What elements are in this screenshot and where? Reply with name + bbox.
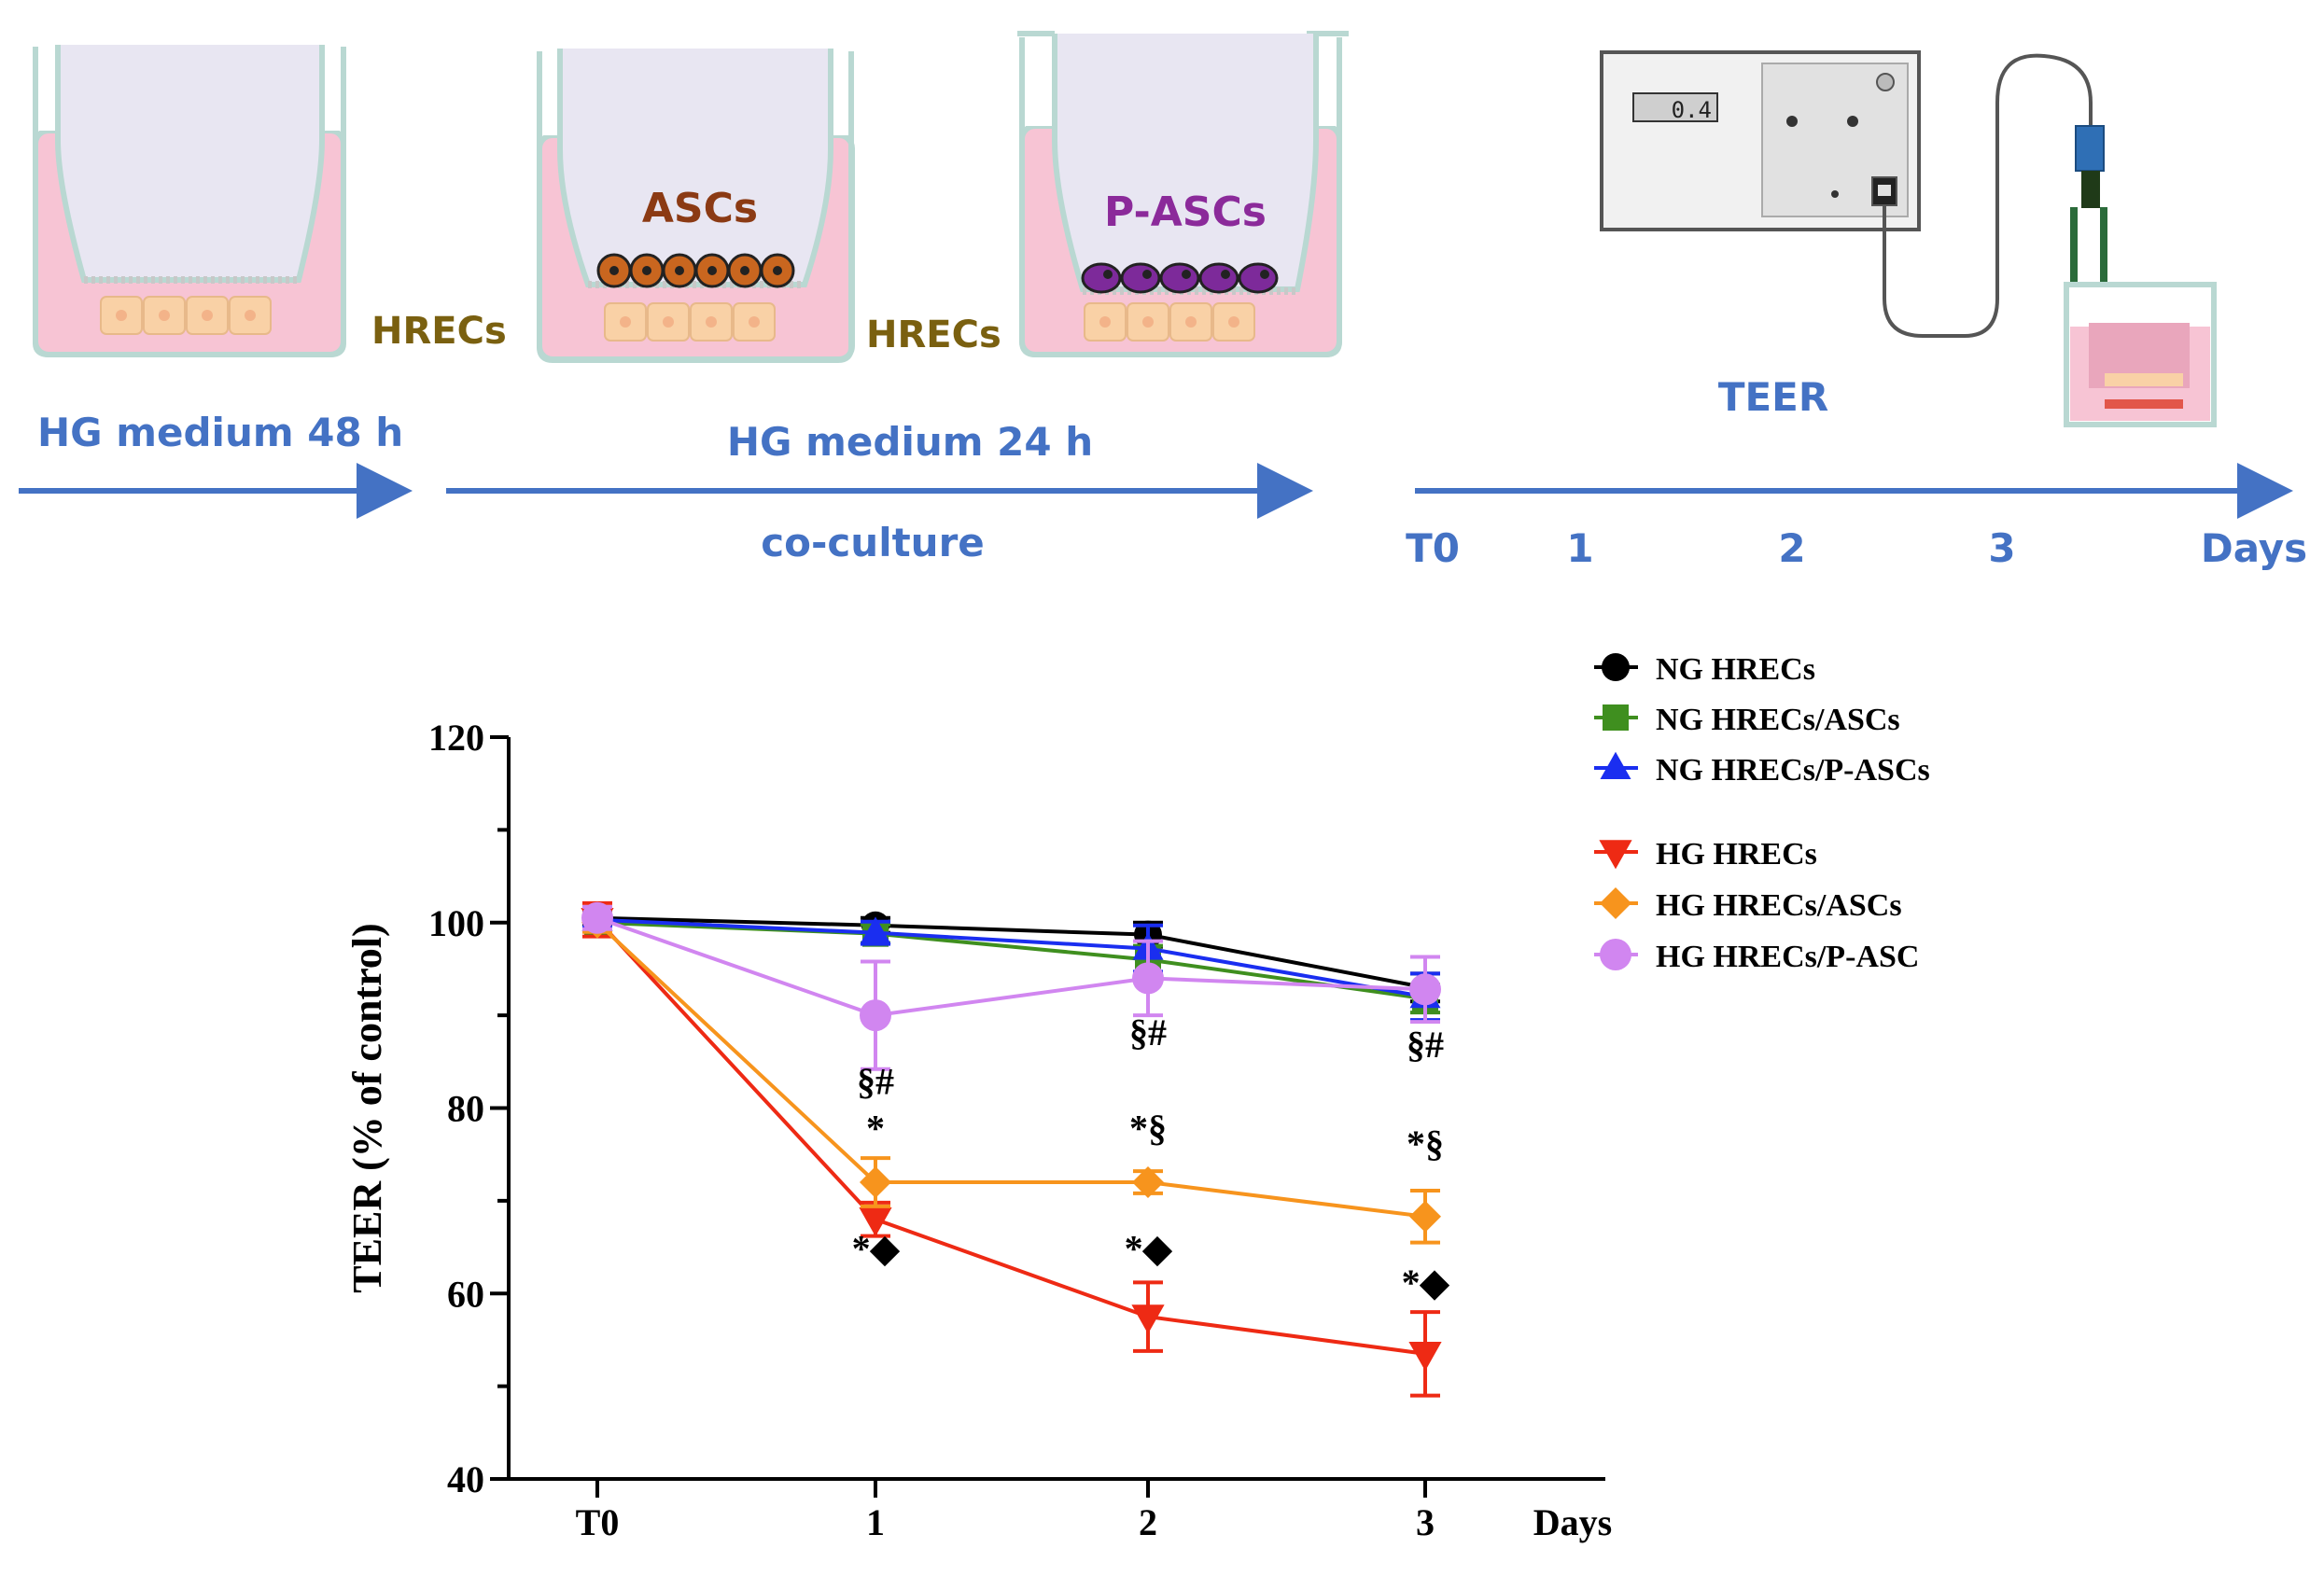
significance-annotation: *§ (1129, 1107, 1167, 1149)
timeline-tick-3: 3 (1988, 525, 2015, 571)
teer-label: TEER (1718, 374, 1828, 420)
significance-annotation: *◆ (852, 1227, 901, 1269)
legend-label: HG HRECs (1656, 837, 1817, 872)
y-tick-label: 80 (447, 1088, 484, 1130)
x-axis-label: Days (1533, 1501, 1612, 1543)
legend-entry-0: NG HRECs (1594, 652, 1815, 687)
legend-entry-3: HG HRECs (1594, 837, 1817, 872)
timeline-tick-t0: T0 (1406, 525, 1460, 571)
data-point (860, 916, 891, 944)
culture-well-2: ASCs HRECs (537, 49, 1001, 363)
phase1-label: HG medium 48 h (37, 410, 403, 455)
legend-label: NG HRECs/P-ASCs (1656, 753, 1930, 788)
timeline-tick-2: 2 (1778, 525, 1805, 571)
significance-annotation: *◆ (1125, 1227, 1173, 1269)
y-tick-label: 60 (447, 1273, 484, 1315)
x-tick-label: 1 (866, 1501, 885, 1543)
chart-annotations: §#**◆§#*§*◆§#*§*◆ (852, 1011, 1450, 1304)
series-line (595, 918, 1426, 1356)
legend-entry-4: HG HRECs/ASCs (1594, 887, 1902, 923)
y-tick-label: 40 (447, 1458, 484, 1500)
y-axis-label: TEER (% of control) (344, 923, 390, 1292)
data-point (860, 1166, 891, 1198)
x-tick-label: 2 (1139, 1501, 1157, 1543)
data-point (1131, 1304, 1165, 1334)
coculture-label: co-culture (761, 520, 985, 565)
data-point (1132, 1166, 1164, 1198)
well-3-top-label: P-ASCs (1104, 188, 1267, 236)
series-line (596, 917, 1426, 999)
legend-marker (1602, 653, 1630, 681)
data-point (859, 1206, 892, 1237)
well-1-side-label: HRECs (371, 310, 507, 353)
hrec-monolayer (1084, 302, 1255, 342)
timeline-tick-1: 1 (1566, 525, 1593, 571)
legend-marker (1600, 887, 1631, 919)
y-tick-label: 100 (428, 902, 484, 944)
legend-label: HG HRECs/P-ASC (1656, 940, 1919, 974)
culture-well-3: P-ASCs (1017, 31, 1349, 357)
meter-display-value: 0.4 (1672, 97, 1712, 123)
chart-series (581, 900, 1442, 1398)
data-point (1132, 962, 1164, 995)
data-point (1409, 973, 1441, 1006)
meter-display (1632, 92, 1718, 122)
teer-meter-device: 0.4 (1600, 50, 2217, 427)
legend-label: HG HRECs/ASCs (1656, 888, 1902, 923)
legend-marker (1600, 751, 1631, 779)
significance-annotation: *§ (1407, 1123, 1444, 1165)
legend-label: NG HRECs (1656, 652, 1815, 687)
significance-annotation: * (866, 1107, 885, 1149)
well-2-side-label: HRECs (866, 314, 1001, 356)
legend-marker (1599, 840, 1632, 870)
series-0 (582, 903, 1440, 1004)
legend-marker (1600, 939, 1631, 970)
series-line (596, 915, 1426, 1018)
well-2-top-label: ASCs (642, 185, 758, 232)
legend-entry-1: NG HRECs/ASCs (1594, 703, 1900, 737)
legend-entry-5: HG HRECs/P-ASC (1594, 939, 1919, 974)
phase2-label: HG medium 24 h (727, 419, 1093, 465)
data-point (581, 901, 613, 934)
data-point (860, 999, 891, 1032)
significance-annotation: §# (1407, 1024, 1444, 1066)
y-tick-label: 120 (428, 717, 484, 759)
workflow-schematic: HRECs A (19, 31, 2307, 571)
series-5 (581, 901, 1441, 1071)
hrec-monolayer (604, 302, 776, 342)
legend-label: NG HRECs/ASCs (1656, 703, 1900, 737)
significance-annotation: §# (857, 1061, 894, 1103)
pasc-cells (1081, 262, 1279, 294)
data-point (1409, 1200, 1441, 1233)
legend-entry-2: NG HRECs/P-ASCs (1594, 751, 1930, 788)
timeline-tick-days: Days (2201, 525, 2307, 571)
x-tick-label: T0 (576, 1501, 620, 1543)
series-line (595, 921, 1426, 1219)
significance-annotation: *◆ (1402, 1262, 1450, 1304)
asc-cells (596, 253, 795, 288)
chart-axes: 40 60 80 100 120 T0 1 2 3 Days TEER (% of control) (344, 717, 1612, 1543)
teer-line-chart: 40 60 80 100 120 T0 1 2 3 Days TEER (% of control)… (344, 652, 1930, 1543)
hrec-monolayer (100, 296, 272, 335)
data-point (1408, 1342, 1442, 1372)
significance-annotation: §# (1129, 1011, 1167, 1053)
chart-legend: NG HRECs NG HRECs/ASCs NG HRECs/P-ASCs HG H… (1594, 652, 1930, 974)
legend-marker (1603, 704, 1629, 731)
culture-well-1: HRECs (33, 45, 507, 357)
x-tick-label: 3 (1416, 1501, 1435, 1543)
series-line (596, 915, 1426, 990)
